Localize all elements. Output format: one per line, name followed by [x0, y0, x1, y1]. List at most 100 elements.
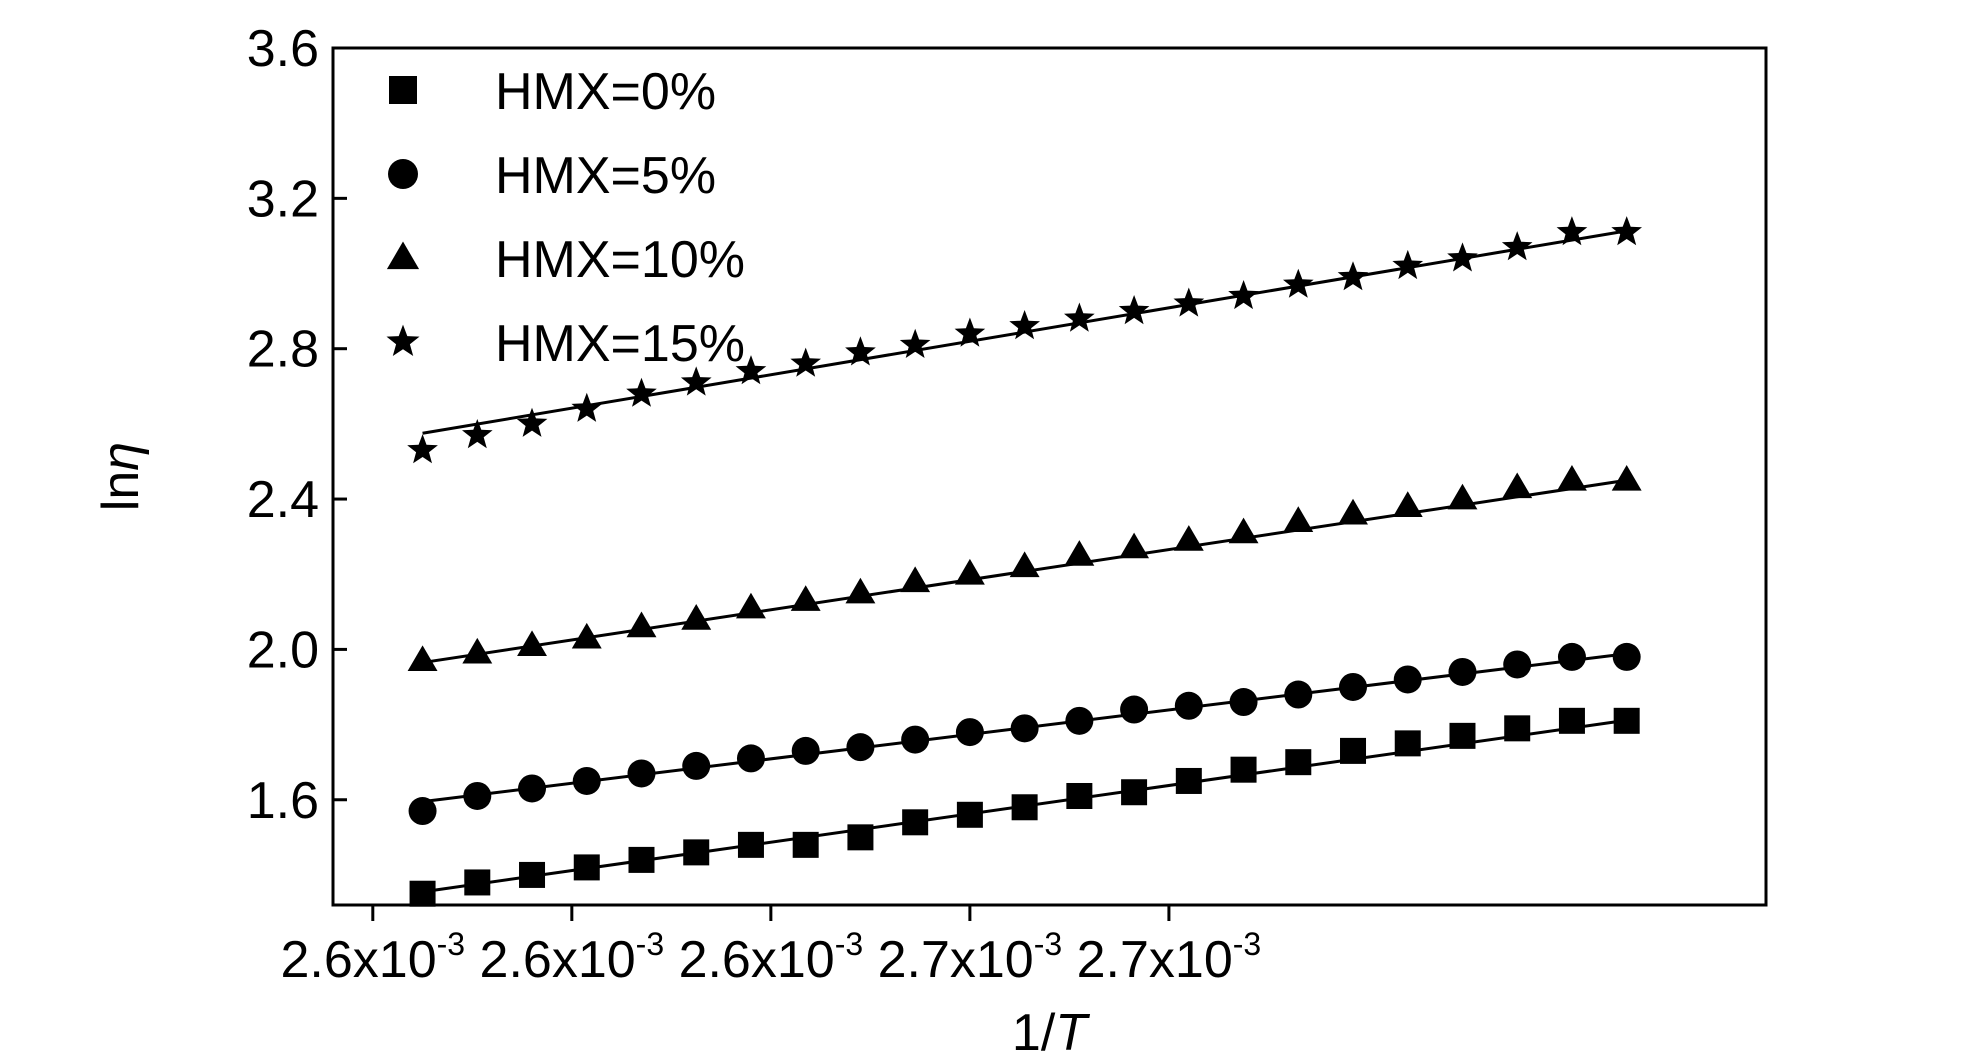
legend-marker [389, 76, 417, 104]
data-point [517, 630, 547, 657]
data-point [518, 774, 547, 803]
x-tick-label: 2.7x10-3 [878, 926, 1063, 989]
data-point [1228, 280, 1259, 310]
data-point [680, 366, 712, 396]
y-tick-label: 3.6 [247, 20, 319, 78]
data-point [792, 831, 819, 858]
data-point [1611, 216, 1642, 246]
x-tick-label: 2.6x10-3 [480, 926, 665, 989]
y-axis-title: lnη [92, 442, 150, 511]
data-point [1229, 688, 1258, 717]
y-tick-label: 2.0 [247, 621, 319, 679]
legend-marker [386, 241, 420, 270]
data-point [626, 377, 657, 407]
legend-label: HMX=10% [495, 231, 745, 289]
data-point [628, 846, 655, 873]
series-layer [407, 216, 1642, 907]
x-tick-label: 2.7x10-3 [1077, 926, 1262, 989]
data-point [735, 355, 767, 385]
y-tick-label: 2.4 [247, 471, 319, 529]
data-point [1173, 287, 1205, 317]
data-point [1065, 706, 1094, 735]
legend-marker [386, 324, 420, 356]
y-tick-label: 2.8 [247, 321, 319, 379]
series-triangle [407, 464, 1642, 672]
data-point [1394, 730, 1421, 757]
data-point [1010, 714, 1039, 743]
data-point [790, 347, 821, 377]
data-point [1612, 642, 1641, 671]
data-point [736, 592, 766, 619]
series-circle [408, 642, 1641, 826]
data-point [1340, 737, 1367, 764]
data-point [845, 577, 876, 604]
data-point [1285, 749, 1312, 776]
data-point [954, 317, 986, 347]
data-point [1228, 517, 1259, 544]
data-point [1174, 691, 1203, 720]
x-axis: 2.6x10-3 2.6x10-3 2.6x10-3 2.7x10-3 2.7x10-3 [281, 905, 1262, 989]
data-point [1230, 756, 1257, 783]
x-axis-title: 1/T [1012, 1004, 1090, 1062]
data-point [1392, 491, 1423, 517]
data-point [1118, 295, 1150, 325]
data-point [955, 718, 984, 747]
data-point [1613, 707, 1640, 734]
data-point [1064, 540, 1095, 566]
data-point [627, 759, 656, 788]
data-point [682, 751, 711, 780]
data-point [1064, 302, 1095, 332]
data-point [1283, 268, 1314, 298]
data-point [1121, 779, 1148, 806]
data-point [1393, 665, 1422, 694]
data-point [1447, 242, 1478, 272]
legend-label: HMX=5% [495, 147, 716, 205]
data-point [846, 733, 875, 762]
legend-label: HMX=15% [495, 315, 745, 373]
data-point [1503, 650, 1532, 679]
data-point [956, 801, 983, 828]
data-point [1448, 657, 1477, 686]
data-point [409, 880, 436, 907]
data-point [464, 869, 491, 896]
data-point [1558, 707, 1585, 734]
data-point [1009, 551, 1040, 578]
y-tick-label: 1.6 [247, 772, 319, 830]
data-point [1119, 532, 1150, 559]
data-point [847, 824, 874, 851]
data-point [407, 434, 438, 464]
data-point [516, 407, 548, 437]
legend-marker [388, 159, 418, 189]
series-square [409, 707, 1640, 907]
x-tick-label: 2.6x10-3 [679, 926, 864, 989]
data-point [463, 781, 492, 810]
data-point [1009, 310, 1040, 340]
data-point [1502, 472, 1533, 499]
data-point [791, 736, 820, 765]
data-point [902, 809, 929, 836]
data-point [1338, 498, 1368, 525]
data-point [1066, 782, 1093, 809]
data-point [408, 797, 437, 826]
plot-area [331, 46, 1768, 907]
data-point [1284, 680, 1313, 709]
data-point [407, 645, 438, 672]
data-point [681, 604, 712, 630]
data-point [1556, 216, 1588, 246]
data-point [899, 328, 931, 358]
data-point [573, 854, 600, 881]
legend-label: HMX=0% [495, 63, 716, 121]
y-tick-label: 3.2 [247, 170, 319, 228]
data-point [1392, 249, 1424, 280]
data-point [1447, 483, 1478, 510]
x-tick-label: 2.6x10-3 [281, 926, 466, 989]
y-axis: 1.6 2.0 2.4 2.8 3.2 3.6 [247, 20, 347, 830]
data-point [683, 839, 710, 866]
data-point [1611, 464, 1642, 491]
data-point [845, 336, 876, 366]
data-point [1337, 261, 1369, 291]
data-point [1283, 506, 1314, 532]
data-point [1339, 672, 1368, 701]
data-point [1504, 715, 1531, 742]
data-point [1120, 695, 1149, 724]
